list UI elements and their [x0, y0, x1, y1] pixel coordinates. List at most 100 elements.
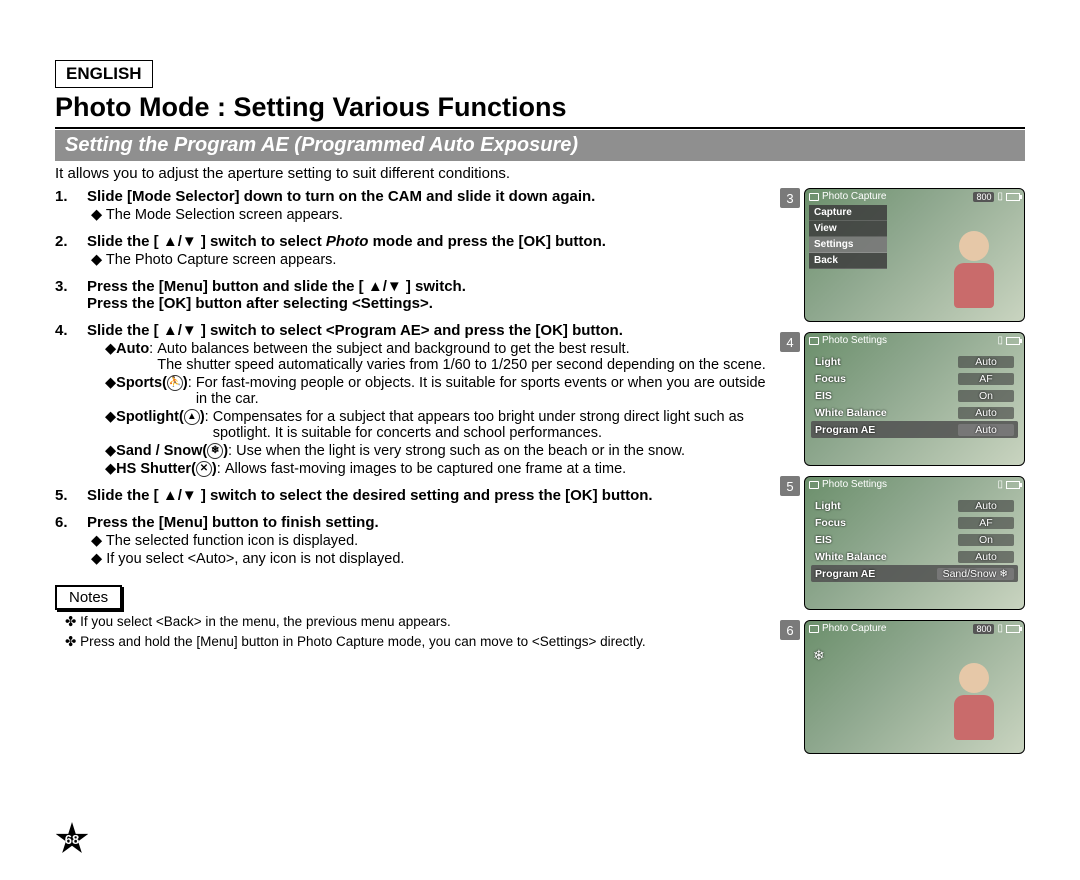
- thumbnail-4-title: Photo Settings: [822, 335, 887, 346]
- battery-icon: [1006, 193, 1020, 201]
- settings-row: EISOn: [811, 531, 1018, 548]
- title-divider: [55, 127, 1025, 129]
- step-4-head: Slide the [ ▲/▼ ] switch to select <Prog…: [87, 322, 623, 339]
- thumbnail-3-titlebar: Photo Capture 800 ▯: [809, 191, 1020, 202]
- settings-row: FocusAF: [811, 370, 1018, 387]
- sandsnow-icon: ❄: [207, 443, 223, 459]
- battery-icon: [1006, 625, 1020, 633]
- thumbnail-6-number: 6: [780, 620, 800, 640]
- thumbnail-3-title: Photo Capture: [822, 191, 887, 202]
- step-6-sub2: If you select <Auto>, any icon is not di…: [87, 551, 772, 567]
- thumbnail-4-row: 4 Photo Settings ▯ LightAutoFocusAFEISOn…: [780, 332, 1025, 466]
- resolution-badge: 800: [973, 624, 994, 634]
- card-icon: ▯: [997, 191, 1003, 202]
- step-3: Press the [Menu] button and slide the [ …: [55, 278, 772, 312]
- sandsnow-mode-icon: ❄: [813, 647, 825, 664]
- section-heading: Setting the Program AE (Programmed Auto …: [55, 130, 1025, 161]
- camera-icon: [809, 193, 819, 201]
- mode-sandsnow: ◆ Sand / Snow(❄): Use when the light is …: [87, 443, 772, 459]
- mode-spotlight: ◆ Spotlight(▲): Compensates for a subjec…: [87, 409, 772, 441]
- battery-icon: [1006, 481, 1020, 489]
- thumbnail-5-titlebar: Photo Settings ▯: [809, 479, 1020, 490]
- step-2: Slide the [ ▲/▼ ] switch to select Photo…: [55, 233, 772, 268]
- thumbnail-6: Photo Capture 800 ▯ ❄: [804, 620, 1025, 754]
- thumbnail-3-number: 3: [780, 188, 800, 208]
- note-1: If you select <Back> in the menu, the pr…: [55, 614, 772, 630]
- language-label: ENGLISH: [55, 60, 153, 88]
- intro-text: It allows you to adjust the aperture set…: [55, 165, 1025, 182]
- note-2: Press and hold the [Menu] button in Phot…: [55, 634, 772, 650]
- step-1-sub: The Mode Selection screen appears.: [87, 207, 772, 223]
- mode-sports-name: Sports(⛹): [116, 375, 188, 407]
- thumbnail-3: Photo Capture 800 ▯ CaptureViewSettingsB…: [804, 188, 1025, 322]
- thumbnail-5: Photo Settings ▯ LightAutoFocusAFEISOnWh…: [804, 476, 1025, 610]
- card-icon: ▯: [997, 623, 1003, 634]
- camera-icon: [809, 625, 819, 633]
- mode-auto-name: Auto: [116, 341, 149, 373]
- settings-row: Program AEAuto: [811, 421, 1018, 438]
- child-figure: [944, 231, 1004, 311]
- settings-row: White BalanceAuto: [811, 404, 1018, 421]
- menu-item: Capture: [809, 205, 887, 221]
- settings-row: LightAuto: [811, 497, 1018, 514]
- thumbnail-5-number: 5: [780, 476, 800, 496]
- step-3-head2: Press the [OK] button after selecting <S…: [87, 295, 433, 312]
- mode-auto: ◆ Auto: Auto balances between the subjec…: [87, 341, 772, 373]
- step-6-head: Press the [Menu] button to finish settin…: [87, 514, 379, 531]
- mode-auto-desc: Auto balances between the subject and ba…: [157, 341, 766, 373]
- step-2-italic: Photo: [326, 233, 369, 250]
- mode-hsshutter-desc: Allows fast-moving images to be captured…: [225, 461, 626, 477]
- menu-item: Back: [809, 253, 887, 269]
- step-6: Press the [Menu] button to finish settin…: [55, 514, 772, 567]
- camera-icon: [809, 337, 819, 345]
- thumbnail-4-settings: LightAutoFocusAFEISOnWhite BalanceAutoPr…: [811, 353, 1018, 438]
- thumbnail-4-number: 4: [780, 332, 800, 352]
- notes-label: Notes: [55, 585, 122, 610]
- step-2-head: Slide the [ ▲/▼ ] switch to select Photo…: [87, 233, 606, 250]
- mode-hsshutter: ◆ HS Shutter(✕): Allows fast-moving imag…: [87, 461, 772, 477]
- step-2-sub: The Photo Capture screen appears.: [87, 252, 772, 268]
- step-2-pre: Slide the [ ▲/▼ ] switch to select: [87, 233, 326, 250]
- settings-row: EISOn: [811, 387, 1018, 404]
- page-number-badge: 68: [55, 822, 89, 856]
- camera-icon: [809, 481, 819, 489]
- thumbnail-4: Photo Settings ▯ LightAutoFocusAFEISOnWh…: [804, 332, 1025, 466]
- thumbnails-column: 3 Photo Capture 800 ▯ CaptureViewSetting…: [780, 188, 1025, 764]
- mode-spotlight-desc: Compensates for a subject that appears t…: [213, 409, 772, 441]
- mode-spotlight-name: Spotlight(▲): [116, 409, 205, 441]
- content-columns: Slide [Mode Selector] down to turn on th…: [55, 188, 1025, 764]
- card-icon: ▯: [997, 479, 1003, 490]
- thumbnail-5-settings: LightAutoFocusAFEISOnWhite BalanceAutoPr…: [811, 497, 1018, 582]
- step-1-head: Slide [Mode Selector] down to turn on th…: [87, 188, 595, 205]
- settings-row: White BalanceAuto: [811, 548, 1018, 565]
- instructions-column: Slide [Mode Selector] down to turn on th…: [55, 188, 772, 764]
- card-icon: ▯: [997, 335, 1003, 346]
- step-3-head1: Press the [Menu] button and slide the [ …: [87, 278, 466, 295]
- battery-icon: [1006, 337, 1020, 345]
- child-figure: [944, 663, 1004, 743]
- step-5: Slide the [ ▲/▼ ] switch to select the d…: [55, 487, 772, 504]
- menu-item: View: [809, 221, 887, 237]
- step-5-head: Slide the [ ▲/▼ ] switch to select the d…: [87, 487, 653, 504]
- step-4: Slide the [ ▲/▼ ] switch to select <Prog…: [55, 322, 772, 477]
- mode-sports-desc: For fast-moving people or objects. It is…: [196, 375, 772, 407]
- mode-hsshutter-name: HS Shutter(✕): [116, 461, 217, 477]
- mode-sandsnow-desc: Use when the light is very strong such a…: [236, 443, 685, 459]
- mode-sandsnow-name: Sand / Snow(❄): [116, 443, 228, 459]
- hsshutter-icon: ✕: [196, 461, 212, 477]
- spotlight-icon: ▲: [184, 409, 200, 425]
- sports-icon: ⛹: [167, 375, 183, 391]
- settings-row: FocusAF: [811, 514, 1018, 531]
- thumbnail-5-row: 5 Photo Settings ▯ LightAutoFocusAFEISOn…: [780, 476, 1025, 610]
- thumbnail-3-menu: CaptureViewSettingsBack: [809, 205, 887, 269]
- menu-item: Settings: [809, 237, 887, 253]
- thumbnail-4-titlebar: Photo Settings ▯: [809, 335, 1020, 346]
- thumbnail-6-row: 6 Photo Capture 800 ▯ ❄: [780, 620, 1025, 754]
- step-6-sub1: The selected function icon is displayed.: [87, 533, 772, 549]
- steps-list: Slide [Mode Selector] down to turn on th…: [55, 188, 772, 567]
- thumbnail-6-titlebar: Photo Capture 800 ▯: [809, 623, 1020, 634]
- step-1: Slide [Mode Selector] down to turn on th…: [55, 188, 772, 223]
- resolution-badge: 800: [973, 192, 994, 202]
- mode-sports: ◆ Sports(⛹): For fast-moving people or o…: [87, 375, 772, 407]
- thumbnail-5-title: Photo Settings: [822, 479, 887, 490]
